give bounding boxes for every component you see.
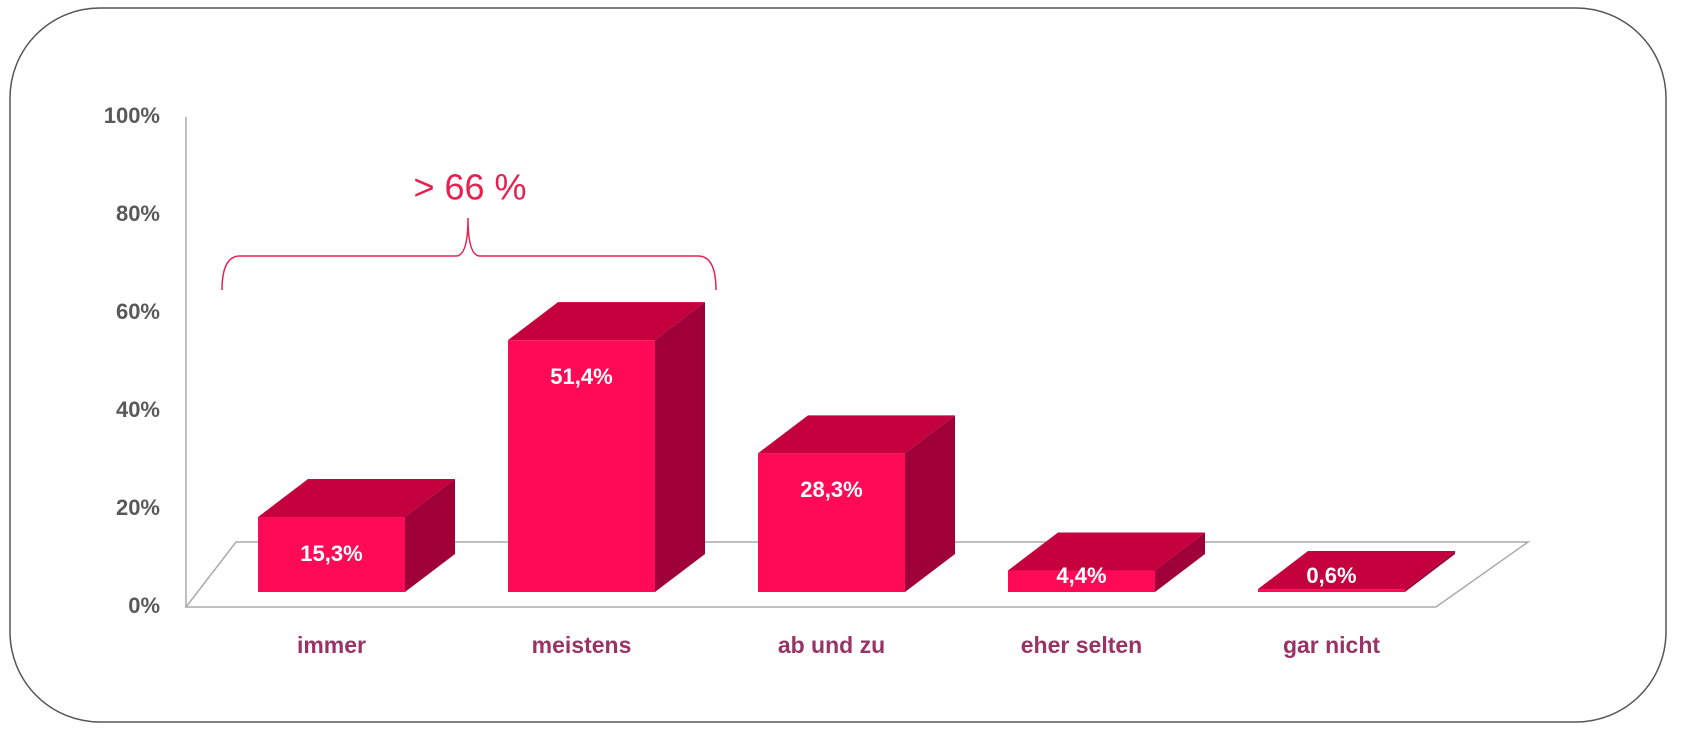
bar [1258, 589, 1405, 592]
bar-side [655, 302, 705, 592]
y-tick-label: 40% [116, 397, 160, 422]
bar-side [905, 415, 955, 592]
bar-top [508, 302, 705, 341]
bar-top [258, 479, 455, 518]
bar-side [405, 479, 455, 592]
floor [184, 541, 1531, 608]
frame [9, 7, 1667, 723]
bar-top [758, 415, 955, 454]
bar-top [1008, 532, 1205, 571]
bar-side [1405, 551, 1455, 592]
bar-top [1258, 551, 1455, 590]
y-tick-label: 100% [104, 103, 160, 128]
y-tick-label: 80% [116, 201, 160, 226]
y-tick-label: 0% [128, 593, 160, 618]
x-tick-label: meistens [532, 632, 632, 658]
value-label: 4,4% [1056, 563, 1106, 588]
bar-side [1155, 532, 1205, 592]
value-label: 15,3% [300, 541, 362, 566]
y-tick-label: 20% [116, 495, 160, 520]
bar [1008, 570, 1155, 592]
bar [258, 517, 405, 592]
bracket [221, 217, 717, 291]
bar [758, 453, 905, 592]
value-label: 28,3% [800, 477, 862, 502]
bar [508, 340, 655, 592]
annotation: > 66 % [413, 167, 526, 208]
value-label: 51,4% [550, 364, 612, 389]
value-label: 0,6% [1306, 563, 1356, 588]
x-tick-label: gar nicht [1283, 632, 1380, 658]
x-tick-label: ab und zu [778, 632, 885, 658]
x-tick-label: immer [297, 632, 366, 658]
y-tick-label: 60% [116, 299, 160, 324]
x-tick-label: eher selten [1021, 632, 1142, 658]
